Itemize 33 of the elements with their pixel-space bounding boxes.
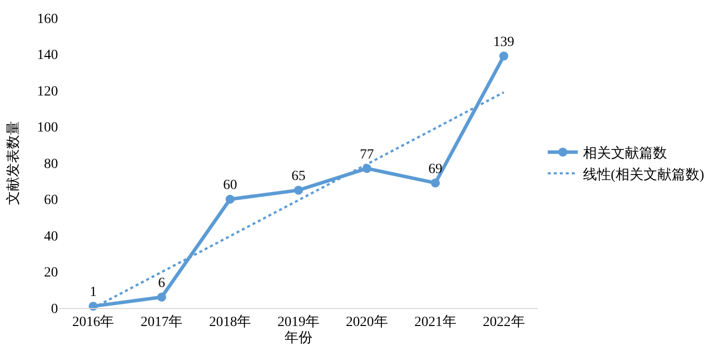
x-axis-title: 年份 — [284, 330, 312, 346]
y-tick-label: 120 — [37, 84, 58, 100]
y-tick-label: 160 — [37, 12, 58, 27]
x-tick-label: 2022年 — [482, 314, 525, 330]
point — [157, 292, 166, 302]
y-tick-label: 140 — [37, 48, 58, 64]
data-label: 1 — [90, 285, 97, 300]
y-tick-label: 100 — [37, 120, 58, 136]
legend-label: 线性(相关文献篇数) — [582, 166, 704, 183]
y-tick-label: 40 — [44, 229, 58, 244]
point — [430, 178, 440, 188]
x-tick-label: 2020年 — [346, 314, 388, 330]
point — [294, 186, 303, 195]
data-label: 6 — [158, 276, 166, 292]
y-tick-label: 20 — [44, 266, 58, 281]
y-axis-title: 文献发表数量 — [6, 121, 22, 205]
data-label: 77 — [360, 147, 374, 162]
point — [362, 164, 372, 173]
y-tick-label: 80 — [44, 156, 58, 172]
data-label: 69 — [428, 162, 442, 177]
data-label: 65 — [292, 169, 306, 184]
point — [499, 52, 508, 61]
data-label: 60 — [223, 178, 238, 194]
point — [226, 194, 235, 204]
legend-label: 相关文献篇数 — [582, 146, 667, 162]
x-tick-label: 2018年 — [209, 314, 252, 330]
x-tick-label: 2016年 — [72, 314, 114, 330]
y-tick-label: 0 — [51, 302, 58, 317]
x-tick-label: 2019年 — [278, 314, 320, 330]
data-label: 139 — [493, 34, 514, 50]
y-tick-label: 60 — [44, 193, 58, 208]
x-tick-label: 2017年 — [140, 314, 183, 330]
x-tick-label: 2021年 — [414, 314, 456, 330]
